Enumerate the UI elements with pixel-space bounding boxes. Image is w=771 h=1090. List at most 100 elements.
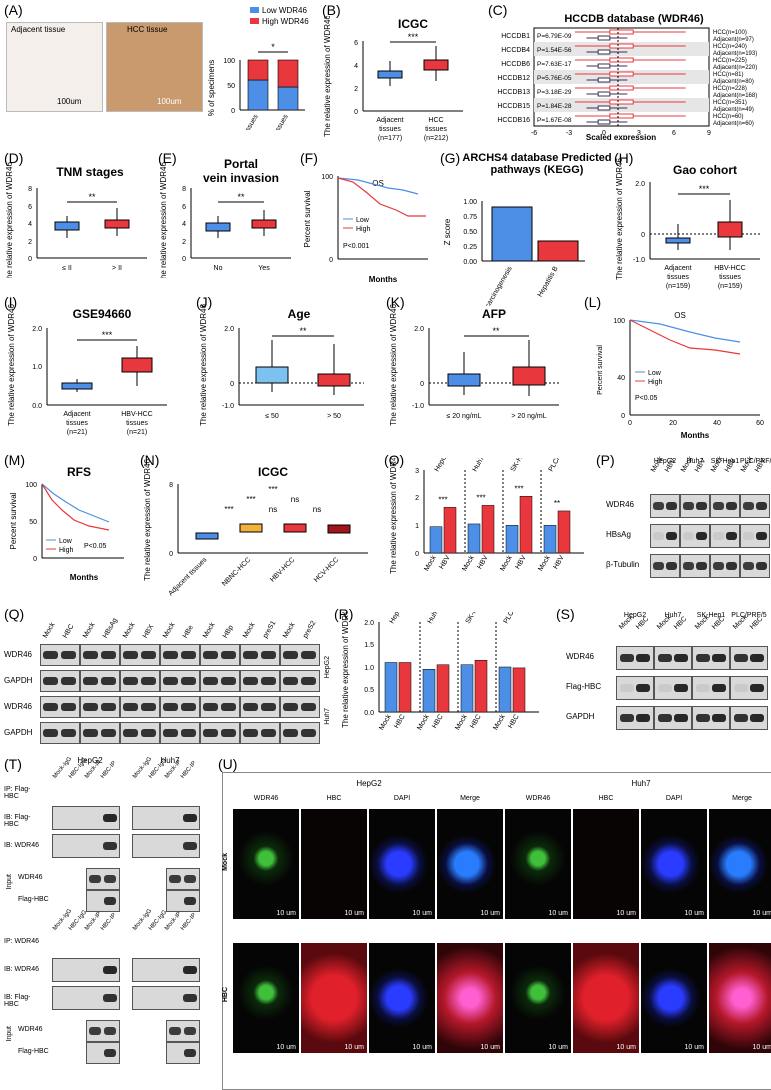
svg-text:2.0: 2.0 [364,620,374,627]
if-image-mock-merge: 10 um [437,809,503,919]
row-label: β-Tubulin [606,560,640,569]
blot-strip [40,722,80,744]
svg-text:0.00: 0.00 [463,259,477,266]
lane-label: preS1 [262,619,278,640]
blot-strip [132,806,200,830]
panel-letter-n: (N) [140,452,160,468]
if-image-mock-dapi: 10 um [641,809,707,919]
band [243,703,258,711]
ihc-label-adjacent: Adjacent tissue [11,25,66,34]
x-tick: HCC [428,117,443,124]
x-tick: HBV [514,554,527,570]
hcc-n: HCC(n=228) [713,86,747,92]
cell-line-label: HepG2 [653,458,677,465]
svg-text:Yes: Yes [258,265,270,272]
svg-text:-1.0: -1.0 [222,403,234,410]
svg-text:P<0.05: P<0.05 [84,543,106,550]
box-adj [597,91,611,97]
box-hcc [609,71,634,77]
sig-label: ** [554,499,560,508]
box-adj [597,105,611,111]
blot-strip [132,958,200,982]
blot-strip [166,1042,200,1064]
svg-text:***: *** [268,485,277,494]
band [103,966,117,974]
panel-q-blot: Mock HBC Mock HBsAg Mock HBX Mock HBe Mock HBp Moc… [4,612,331,750]
bar-PLC/PRF/5-HBC [512,667,526,713]
ip-label: IP: WDR46 [4,938,40,945]
blot-strip [240,644,280,666]
bar-Huh7-HBC [436,664,450,713]
svg-text:0: 0 [230,381,234,388]
row-label: GAPDH [4,728,33,737]
svg-text:8: 8 [182,186,186,193]
bar-hcc-low [277,86,299,111]
band [674,714,688,722]
band [61,703,76,711]
cell-line-label: PLC/PRF/5 [731,612,767,619]
if-image-mock-hbc: 10 um [301,809,367,919]
blot-strip [730,706,768,730]
svg-text:tissues: tissues [379,126,401,133]
band [163,677,178,685]
lane-label: Mock [242,621,257,640]
panel-letter-h: (H) [614,150,634,166]
band [104,875,116,883]
blot-strip [680,524,710,548]
scale-bar-label: 10 um [480,1044,500,1051]
hcc-n: HCC(n=81) [713,72,744,78]
scale-bar-label: 10 um [412,1044,432,1051]
cell-label: Huh7 [324,708,331,725]
p-value: P=1.84E-28 [537,103,572,110]
svg-text:The relative expression of WDR: The relative expression of WDR46 [389,458,398,574]
curve-low [337,177,419,195]
band [183,966,197,974]
band [123,729,138,737]
band [261,703,276,711]
svg-text:0: 0 [420,381,424,388]
hcc-n: HCC(n=351) [713,100,747,106]
svg-text:-1.0: -1.0 [412,403,424,410]
y-tick: 0 [231,108,235,115]
blot-strip [86,868,120,890]
svg-text:The relative expression of WDR: The relative expression of WDR46 [389,304,398,426]
lane-label: Mock [42,621,57,640]
sig-label: *** [514,484,523,493]
svg-text:1.00: 1.00 [463,199,477,206]
x-tick: 6 [672,130,676,137]
svg-text:0: 0 [33,556,37,563]
row-label: HBC [222,987,229,1003]
channel-label: WDR46 [253,795,279,802]
svg-text:The relative expression of WDR: The relative expression of WDR46 [159,162,168,278]
svg-text:2: 2 [415,495,419,502]
svg-text:2.0: 2.0 [32,326,42,333]
x-tick: HBC [469,714,482,730]
bar-SK-Hep1-HBV [519,496,533,554]
legend-low: Low WDR46 [262,6,307,15]
box-hcc [609,99,634,105]
svg-text:0.0: 0.0 [364,710,374,717]
bar-viral [491,206,533,262]
band [184,1049,196,1057]
box-hcc [609,29,634,35]
band [283,677,298,685]
band [89,875,101,883]
svg-text:2: 2 [28,239,32,246]
if-image-hbc-dapi: 10 um [369,943,435,1053]
box-hcc [609,57,634,63]
scale-bar-label: 10 um [344,1044,364,1051]
channel-label: HBC [326,795,342,802]
panel-t-coip: IP: Flag-HBC IB: Flag-HBC IB: WDR46 Input WD… [4,756,220,1088]
y-tick: 50 [227,83,235,90]
x-label: Scaled expression [586,133,656,140]
blot-strip [80,670,120,692]
svg-text:tissues: tissues [425,126,447,133]
panel-letter-l: (L) [584,294,602,310]
band [261,677,276,685]
panel-l-chart: OS 0 40 100 Percent survival Low High P<… [597,311,764,440]
adj-n: Adjacent(n=220) [713,65,757,71]
blot-strip [132,986,200,1010]
panel-letter-k: (K) [386,294,405,310]
band [141,703,156,711]
lane-label: HBC [62,623,76,640]
